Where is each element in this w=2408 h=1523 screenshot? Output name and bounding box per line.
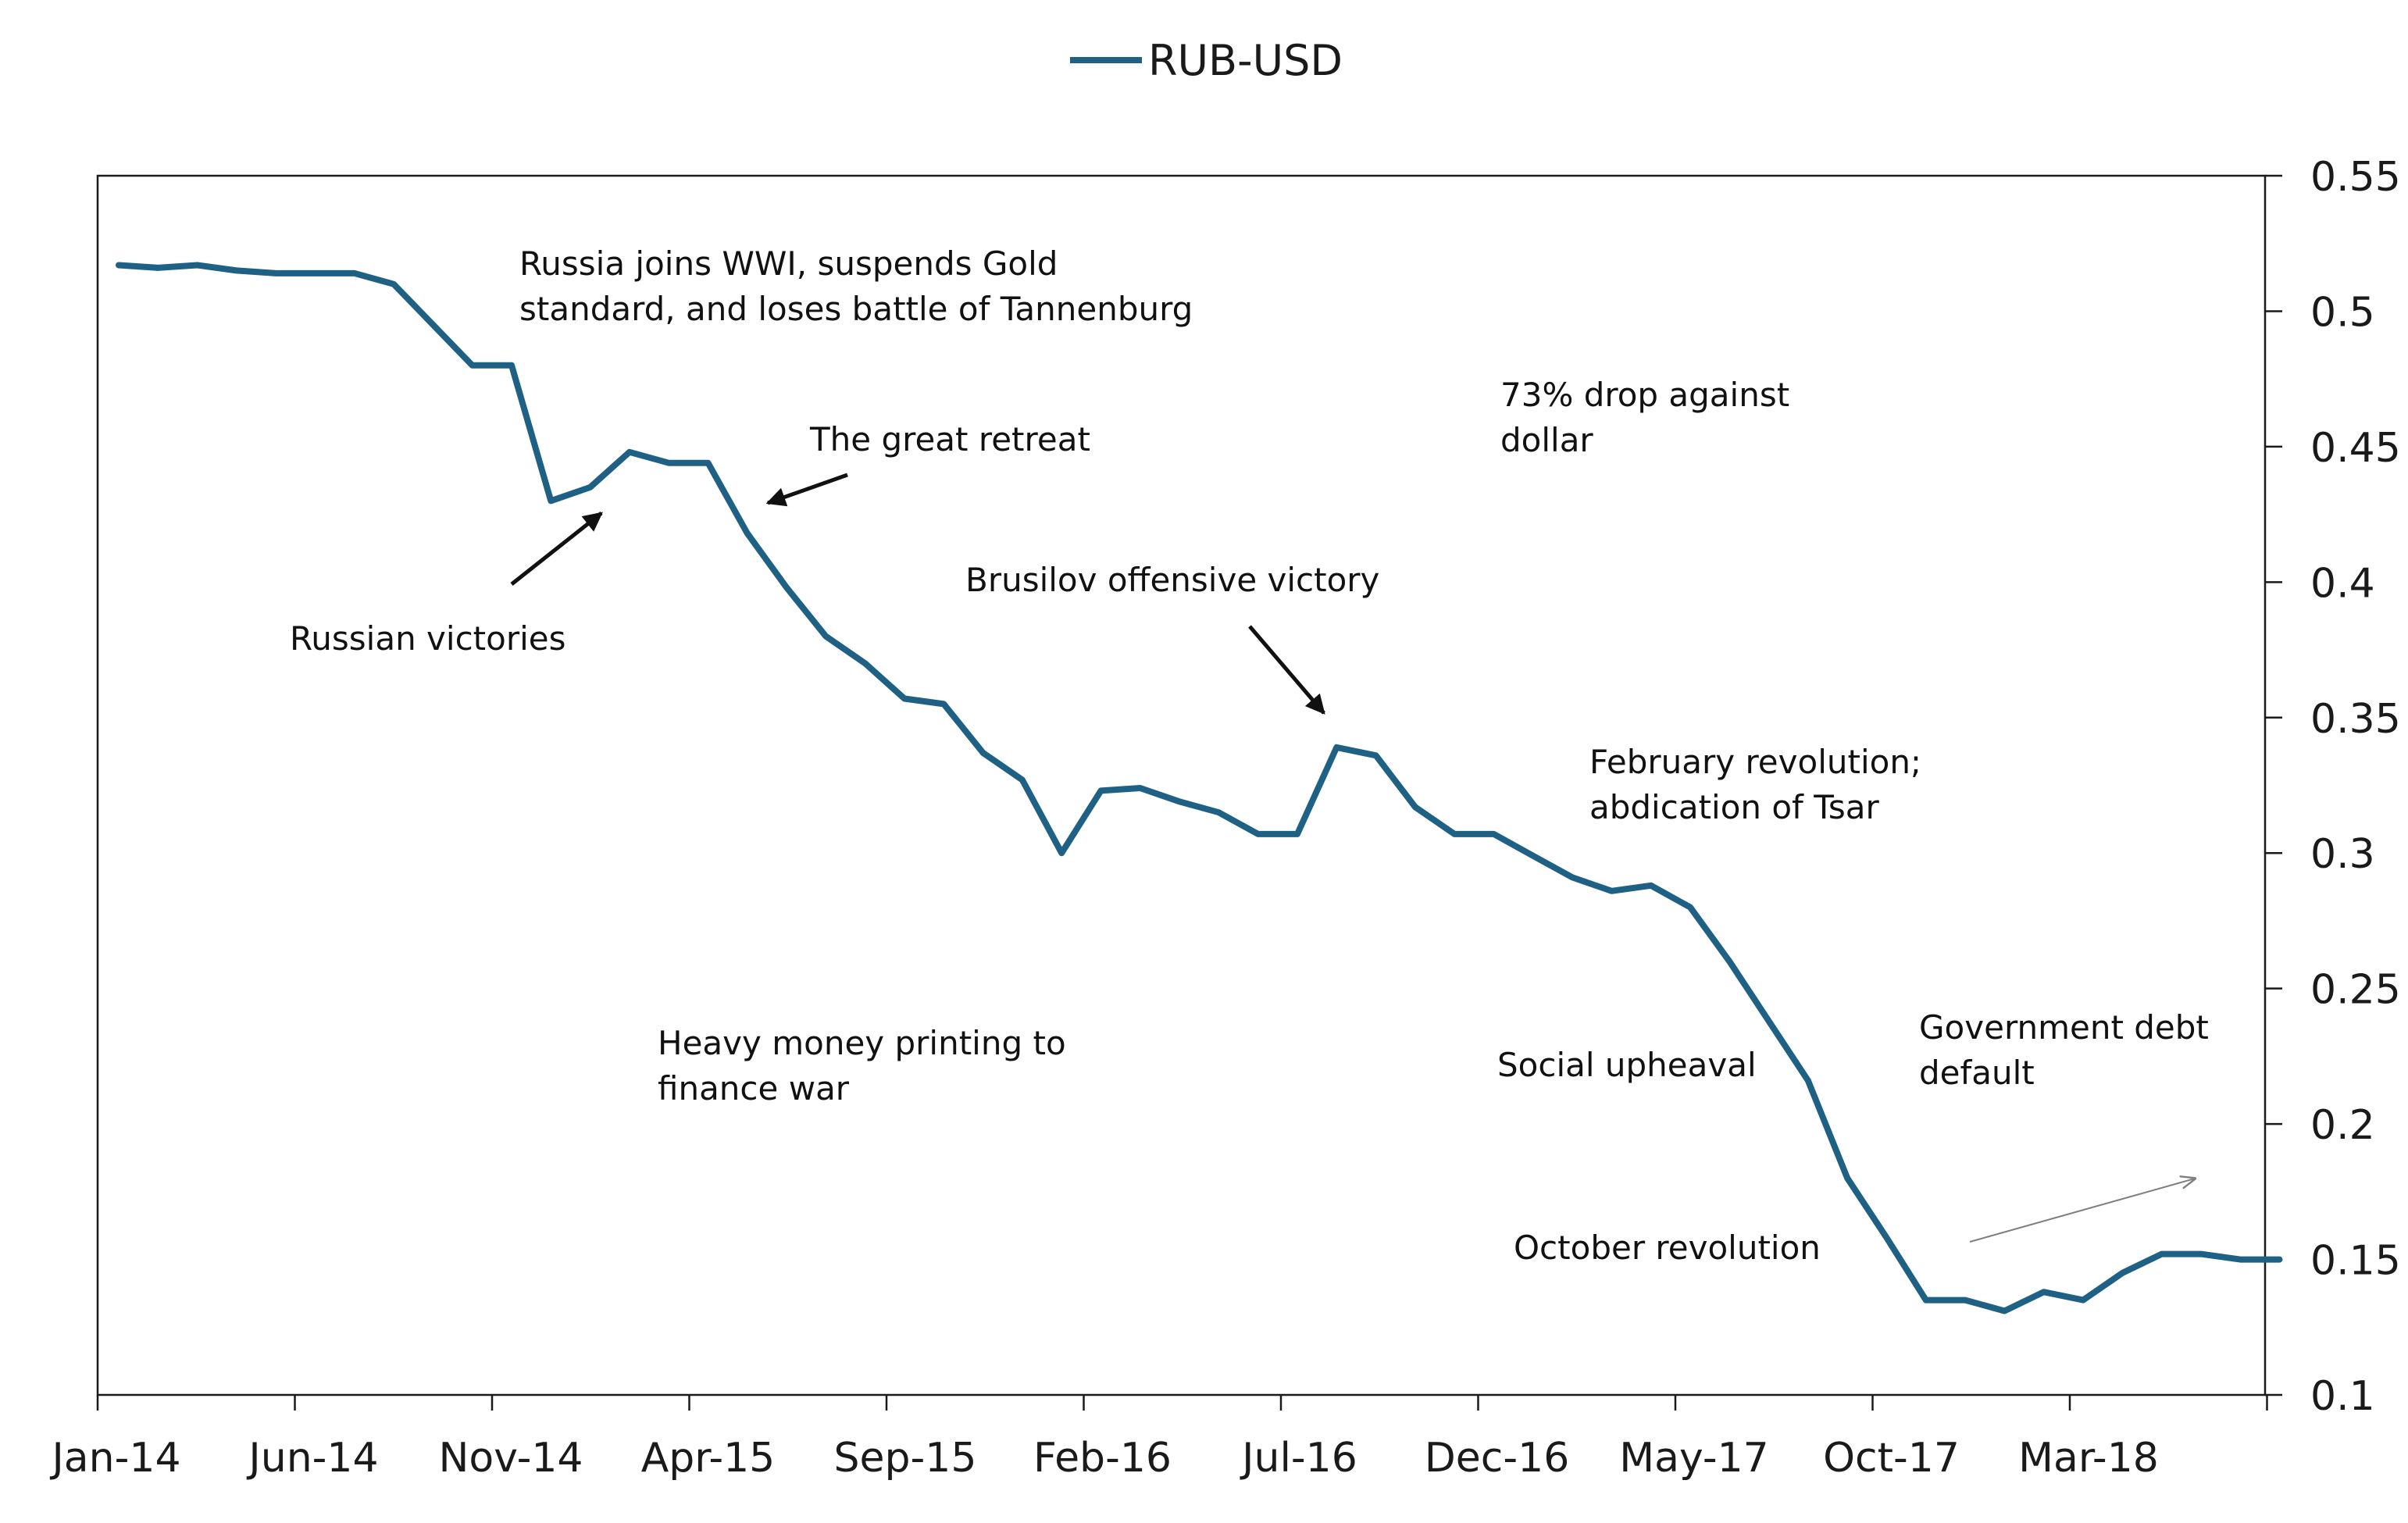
arrow-great-retreat [765,473,848,507]
annotation-wwi: Russia joins WWI, suspends Gold standard… [519,244,1193,328]
y-tick-label: 0.3 [2310,831,2375,878]
annotations: Russia joins WWI, suspends Gold standard… [290,244,2219,1267]
y-tick-label: 0.45 [2310,425,2401,472]
x-tick-label: Sep-15 [834,1435,977,1482]
annotation-73-drop: 73% drop against dollar [1500,376,1800,459]
y-tick-label: 0.5 [2310,289,2375,336]
annotation-victories-line: Russian victories [290,619,566,658]
annotation-october-line: October revolution [1514,1229,1821,1267]
annotation-brusilov-line: Brusilov offensive victory [965,561,1379,599]
annotation-social-upheaval: Social upheaval [1497,1046,1757,1084]
annotation-october-revolution: October revolution [1514,1229,1821,1267]
plot-area-frame [96,174,2267,1396]
x-tick-label: Oct-17 [1823,1435,1960,1482]
x-tick-label: Dec-16 [1425,1435,1570,1482]
legend-label-rub-usd: RUB-USD [1148,36,1343,85]
annotation-drop-line: dollar [1500,421,1593,459]
series-line-rub-usd [116,262,2283,1314]
x-axis: Jan-14 Jun-14 Nov-14 Apr-15 Sep-15 Feb-16 Jul-… [49,1395,2268,1482]
y-tick-label: 0.25 [2310,967,2401,1014]
annotation-russian-victories: Russian victories [290,619,566,658]
annotation-debt-default: Government debt default [1919,1008,2219,1092]
annotation-brusilov: Brusilov offensive victory [965,561,1379,599]
arrow-recovery-trend [1969,1179,2195,1243]
x-tick-label: Jun-14 [246,1435,378,1482]
legend: RUB-USD [1070,36,1343,85]
annotation-wwi-line: Russia joins WWI, suspends Gold [519,244,1058,283]
annotation-printing-line: finance war [658,1069,850,1107]
annotation-default-line: default [1919,1054,2035,1092]
y-tick-label: 0.4 [2310,560,2375,607]
annotation-february-line: abdication of Tsar [1589,788,1880,826]
x-tick-label: Feb-16 [1033,1435,1172,1482]
y-tick-label: 0.35 [2310,696,2401,743]
annotation-wwi-line: standard, and loses battle of Tannenburg [519,290,1193,328]
y-axis: 0.1 0.15 0.2 0.25 0.3 0.35 0.4 0.45 0.5 0.55 [2265,154,2401,1420]
x-tick-label: Apr-15 [641,1435,776,1482]
x-tick-label: Nov-14 [438,1435,583,1482]
x-tick-label: Jan-14 [49,1435,180,1482]
y-tick-label: 0.1 [2310,1373,2375,1420]
annotation-february-line: February revolution; [1589,743,1921,781]
arrow-russian-victories [510,512,603,586]
x-tick-label: Mar-18 [2018,1435,2159,1482]
annotation-default-line: Government debt [1919,1008,2209,1047]
annotation-february-revolution: February revolution; abdication of Tsar [1589,743,1932,826]
annotation-social-line: Social upheaval [1497,1046,1757,1084]
y-tick-label: 0.15 [2310,1238,2401,1285]
annotation-great-retreat: The great retreat [809,420,1090,458]
annotation-printing-line: Heavy money printing to [658,1024,1066,1062]
x-tick-label: May-17 [1619,1435,1769,1482]
x-tick-label: Jul-16 [1240,1435,1357,1482]
annotation-arrows [510,473,2195,1243]
y-tick-label: 0.2 [2310,1102,2375,1149]
annotation-money-printing: Heavy money printing to finance war [658,1024,1076,1107]
y-tick-label: 0.55 [2310,154,2401,201]
annotation-drop-line: 73% drop against [1500,376,1789,414]
arrow-brusilov [1248,625,1325,715]
annotation-retreat-line: The great retreat [809,420,1090,458]
